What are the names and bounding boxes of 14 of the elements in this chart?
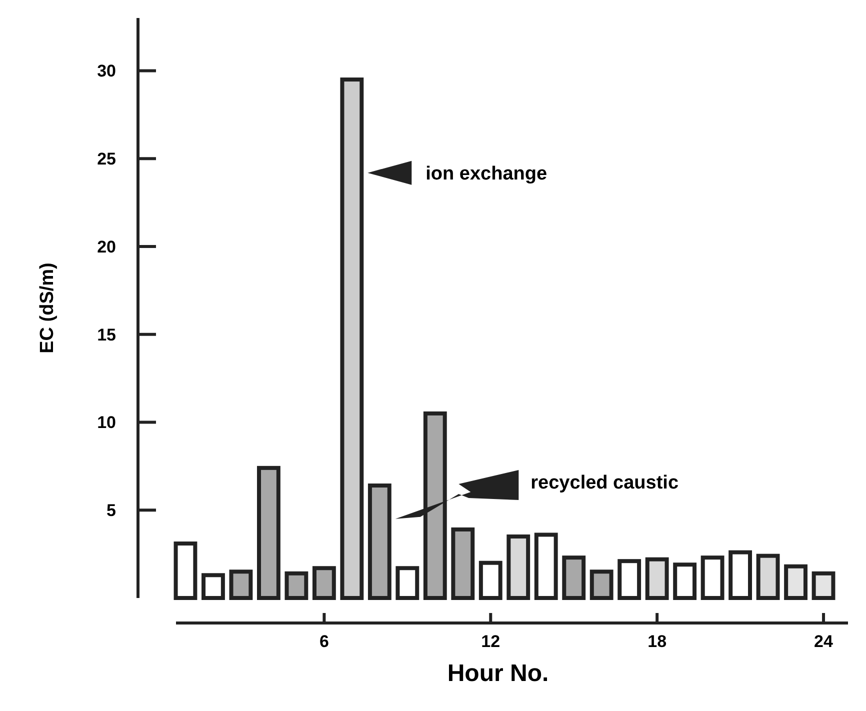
x-axis-title: Hour No. — [447, 660, 549, 687]
x-tick-label: 12 — [481, 632, 500, 651]
y-tick-label: 10 — [97, 413, 116, 432]
y-tick-label: 30 — [97, 62, 116, 81]
y-tick-label: 5 — [106, 501, 116, 520]
annotation: recycled caustic — [530, 472, 679, 494]
x-tick-label: 6 — [319, 632, 329, 651]
y-tick-label: 25 — [97, 150, 116, 169]
x-tick-label: 18 — [648, 632, 667, 651]
annotation: ion exchange — [426, 163, 548, 184]
y-axis-title: EC (dS/m) — [37, 262, 58, 354]
x-tick-label: 24 — [814, 632, 834, 651]
y-tick-label: 15 — [97, 325, 116, 344]
y-tick-label: 20 — [97, 237, 116, 256]
